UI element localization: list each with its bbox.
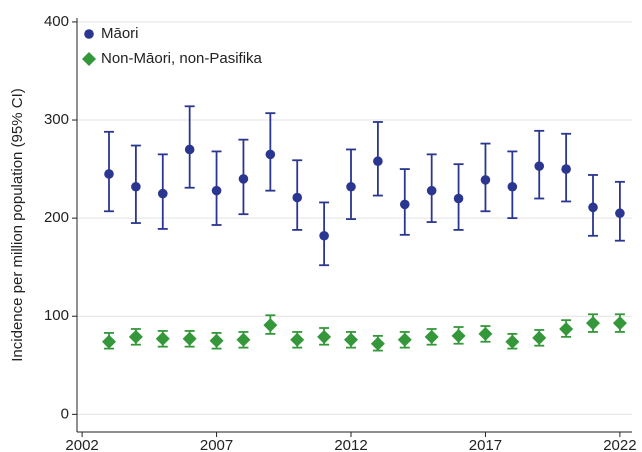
y-tick-label: 400: [44, 13, 69, 30]
point: [534, 161, 545, 171]
y-tick-label: 100: [44, 307, 69, 324]
legend-label: Non-Māori, non-Pasifika: [101, 50, 263, 67]
y-tick-label: 300: [44, 111, 69, 128]
point: [209, 333, 224, 348]
point: [265, 149, 276, 160]
point: [615, 208, 625, 219]
point: [612, 316, 627, 331]
point: [292, 192, 303, 203]
point: [505, 334, 520, 349]
point: [344, 332, 359, 347]
legend-marker: [84, 29, 94, 39]
x-tick-label: 2002: [65, 437, 98, 452]
point: [453, 193, 464, 204]
point: [128, 329, 143, 344]
x-tick-label: 2007: [200, 437, 233, 452]
point: [236, 332, 251, 347]
point: [588, 202, 598, 213]
y-tick-label: 0: [61, 405, 69, 422]
point: [399, 199, 410, 210]
point: [131, 181, 141, 192]
point: [184, 144, 195, 155]
point: [586, 316, 601, 331]
point: [370, 336, 385, 351]
point: [397, 332, 412, 347]
point: [426, 185, 437, 196]
point: [478, 326, 493, 341]
point: [101, 334, 116, 349]
point: [263, 318, 278, 333]
point: [290, 332, 305, 347]
point: [157, 188, 168, 199]
point: [480, 175, 491, 185]
point: [317, 329, 332, 344]
point: [346, 181, 356, 192]
point: [238, 174, 249, 184]
legend-label: Māori: [101, 25, 139, 42]
point: [211, 185, 222, 196]
point: [155, 331, 170, 346]
point: [559, 321, 574, 336]
point: [424, 329, 439, 344]
y-axis-label: Incidence per million population (95% CI…: [9, 88, 26, 361]
legend-marker: [82, 52, 96, 66]
point: [373, 156, 383, 167]
point: [507, 181, 518, 192]
x-tick-label: 2022: [603, 437, 636, 452]
y-tick-label: 200: [44, 209, 69, 226]
point: [104, 169, 114, 179]
x-tick-label: 2012: [334, 437, 367, 452]
point: [532, 330, 547, 345]
point: [561, 164, 571, 174]
point: [182, 331, 197, 346]
x-tick-label: 2017: [469, 437, 502, 452]
point: [319, 230, 329, 241]
point: [451, 328, 466, 343]
